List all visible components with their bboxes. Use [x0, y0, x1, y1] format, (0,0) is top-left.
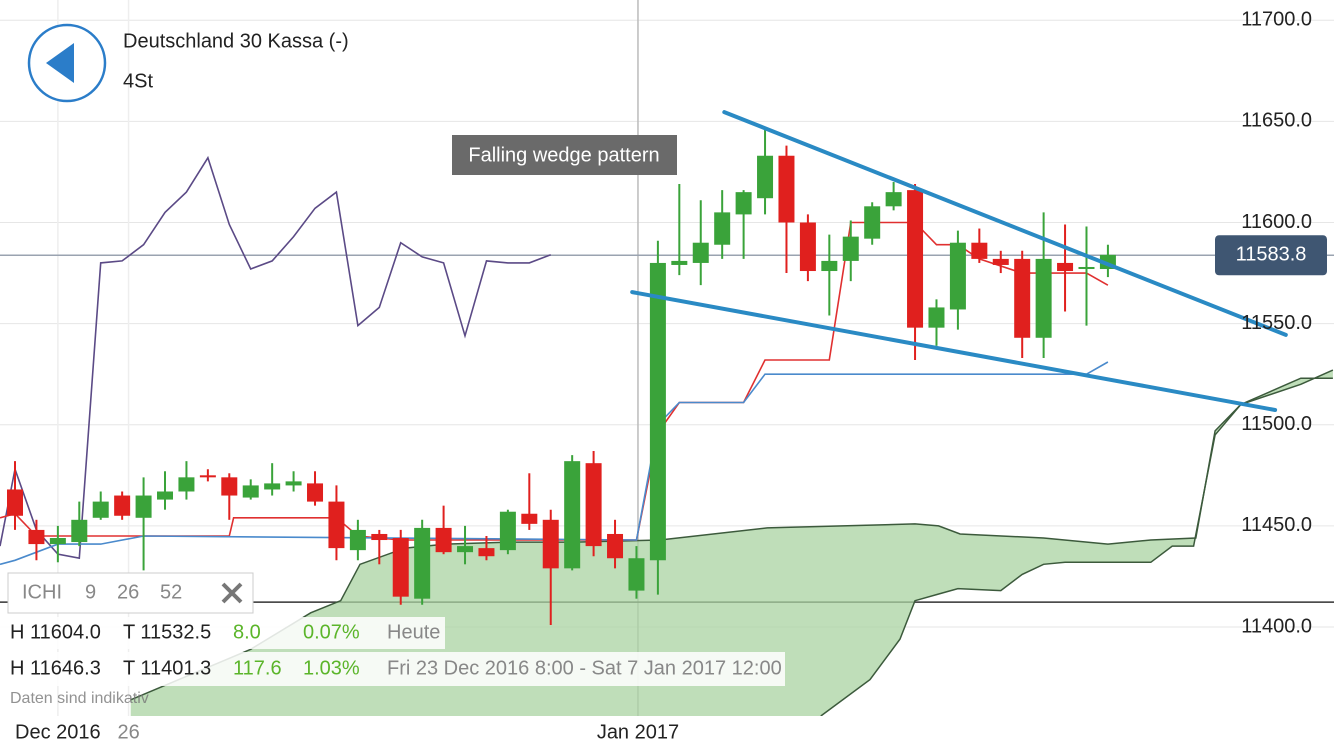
candle-body [28, 529, 45, 545]
candle-body [285, 481, 302, 486]
candle-body [478, 548, 495, 557]
candle-body [714, 212, 731, 245]
candle-body [178, 477, 195, 492]
candle-body [971, 242, 988, 259]
x-axis-band [0, 716, 1334, 750]
candle-body [864, 206, 881, 239]
candle-body [328, 501, 345, 549]
candle-body [607, 533, 624, 559]
candle-body [628, 558, 645, 591]
candle-body [264, 483, 281, 490]
info-row-bg [0, 617, 445, 649]
candle-body [414, 527, 431, 599]
candle-body [71, 519, 88, 543]
info-low: T 11401.3 [123, 657, 211, 679]
candle-body [992, 258, 1009, 265]
current-price-label: 11583.8 [1236, 244, 1307, 266]
annotation-box [452, 135, 677, 175]
info-change: 117.6 [233, 657, 282, 679]
info-row-bg [0, 652, 785, 686]
info-period: Heute [387, 621, 440, 643]
back-button[interactable] [27, 23, 107, 103]
candle-body [1078, 266, 1095, 270]
info-change-pct: 0.07% [303, 621, 360, 643]
candle-body [1014, 258, 1031, 338]
trendline [722, 110, 1288, 337]
candle-body [671, 260, 688, 265]
candle-body [92, 501, 109, 518]
info-change-pct: 1.03% [303, 657, 360, 679]
candle-body [907, 190, 924, 328]
indicator-box[interactable] [7, 572, 254, 614]
info-high: H 11646.3 [10, 657, 101, 679]
instrument-title: Deutschland 30 Kassa (-) [123, 30, 349, 52]
candle-body [157, 491, 174, 500]
x-tick-label: Jan 2017 [597, 721, 679, 743]
back-arrow[interactable] [46, 43, 74, 83]
candle-body [1057, 262, 1074, 272]
current-price-box [1215, 235, 1327, 276]
candle-body [49, 538, 66, 545]
cloud-lower [820, 377, 1333, 717]
indicator-param: 26 [117, 581, 139, 603]
trendline [630, 290, 1278, 412]
y-tick-label: 11700.0 [1241, 9, 1312, 31]
candle-body [564, 461, 581, 569]
x-tick-label: 26 [117, 721, 139, 743]
indicator-line [0, 361, 1109, 566]
close-indicator[interactable] [221, 582, 243, 604]
candle-body [692, 242, 709, 263]
indicator-line [0, 155, 551, 560]
indicator-name: ICHI [22, 581, 62, 603]
candle-body [585, 463, 602, 547]
candle-body [371, 533, 388, 541]
info-high: H 11604.0 [10, 621, 101, 643]
candle-body [928, 307, 945, 328]
y-tick-label: 11400.0 [1241, 615, 1312, 637]
candle-body [135, 495, 152, 518]
candle-body [7, 489, 24, 516]
info-low: T 11532.5 [123, 621, 211, 643]
candle-body [1035, 258, 1052, 338]
candle-body [499, 511, 516, 551]
candle-body [199, 475, 216, 478]
candle-body [521, 513, 538, 524]
y-tick-label: 11450.0 [1241, 514, 1312, 536]
candle-body [542, 519, 559, 569]
candle-body [221, 477, 238, 496]
info-period: Fri 23 Dec 2016 8:00 - Sat 7 Jan 2017 12… [387, 657, 782, 679]
candle-body [885, 192, 902, 207]
candle-body [757, 155, 774, 199]
candle-body [307, 483, 324, 502]
timeframe: 4St [123, 70, 153, 92]
candle-body [799, 222, 816, 272]
candle-body [821, 260, 838, 272]
y-tick-label: 11550.0 [1241, 312, 1312, 334]
candle-body [735, 192, 752, 215]
y-tick-label: 11500.0 [1241, 413, 1312, 435]
candle-body [114, 495, 131, 516]
y-tick-label: 11600.0 [1241, 211, 1312, 233]
y-tick-label: 11650.0 [1241, 110, 1312, 132]
candle-body [435, 527, 452, 553]
candle-body [949, 242, 966, 310]
x-tick-label: Dec 2016 [15, 721, 101, 743]
candle-body [649, 262, 666, 561]
indicator-param: 9 [85, 581, 96, 603]
candle-body [457, 546, 474, 553]
candle-body [349, 529, 366, 551]
candle-body [392, 538, 409, 597]
candle-body [778, 155, 795, 223]
indicator-param: 52 [160, 581, 182, 603]
disclaimer: Daten sind indikativ [10, 690, 149, 707]
candle-body [242, 485, 259, 498]
candle-body [842, 236, 859, 261]
annotation: Falling wedge pattern [468, 144, 659, 166]
info-change: 8.0 [233, 621, 261, 643]
